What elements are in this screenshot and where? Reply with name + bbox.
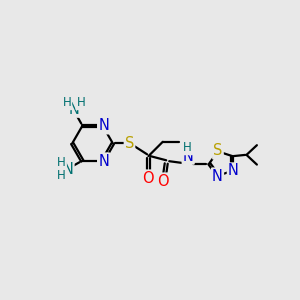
Text: N: N (228, 164, 239, 178)
Text: N: N (212, 169, 223, 184)
Text: N: N (98, 118, 109, 133)
Text: H: H (57, 156, 66, 169)
Text: O: O (142, 171, 154, 186)
Text: N: N (63, 162, 74, 177)
Text: N: N (98, 154, 109, 169)
Text: H: H (183, 141, 192, 154)
Text: N: N (183, 148, 194, 164)
Text: O: O (158, 174, 169, 189)
Text: H: H (76, 96, 85, 109)
Text: N: N (69, 102, 80, 117)
Text: S: S (125, 136, 134, 151)
Text: S: S (213, 143, 223, 158)
Text: H: H (62, 96, 71, 109)
Text: H: H (57, 169, 66, 182)
